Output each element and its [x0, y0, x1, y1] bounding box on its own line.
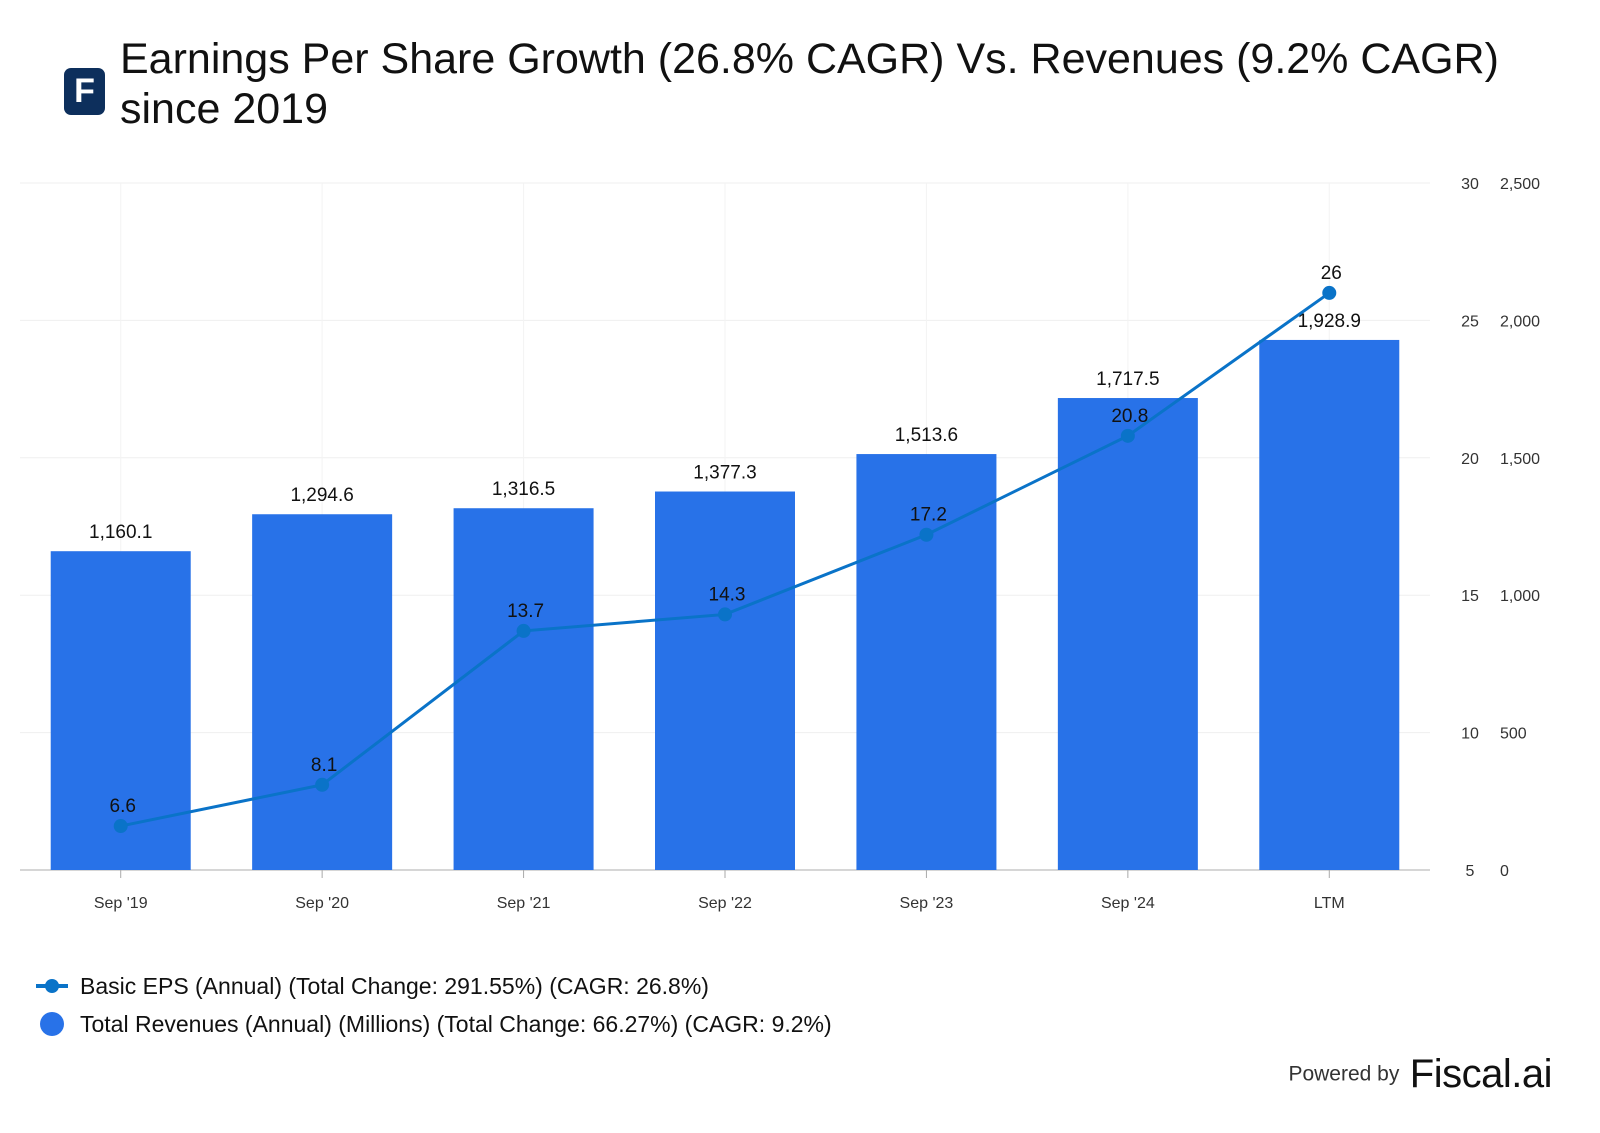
revenue-axis-tick-label: 1,500 [1500, 451, 1540, 468]
eps-point [516, 623, 531, 638]
revenue-bar-label: 1,717.5 [1096, 369, 1159, 390]
powered-by-label: Powered by [1288, 1062, 1400, 1086]
revenue-bar [856, 454, 997, 870]
revenue-axis-tick-label: 2,000 [1500, 313, 1540, 330]
eps-axis-tick-label: 10 [1461, 726, 1479, 743]
eps-axis-tick-label: 5 [1466, 863, 1475, 880]
x-axis-tick-label: Sep '23 [900, 895, 954, 912]
x-axis-tick-label: Sep '24 [1101, 895, 1155, 912]
revenue-bar-label: 1,513.6 [895, 425, 958, 446]
revenue-bar [453, 508, 594, 870]
eps-point-label: 8.1 [311, 755, 337, 776]
revenue-axis-tick-label: 0 [1500, 863, 1509, 880]
chart-area: 5 10 15 20 25 30 0 500 1,000 1,500 2,000 2,500 1,160… [20, 176, 1540, 912]
eps-axis-tick-label: 30 [1461, 176, 1479, 193]
revenue-axis-tick-label: 500 [1500, 726, 1527, 743]
revenue-bar [252, 514, 393, 870]
revenue-bar-label: 1,160.1 [89, 522, 152, 543]
x-axis-tick-label: Sep '20 [295, 895, 349, 912]
legend-eps-label: Basic EPS (Annual) (Total Change: 291.55… [80, 973, 709, 999]
revenue-bar-label: 1,377.3 [693, 463, 756, 484]
revenue-axis-tick-label: 2,500 [1500, 176, 1540, 193]
revenue-bar [1259, 339, 1400, 870]
x-axis-tick-label: Sep '19 [94, 895, 148, 912]
eps-axis-tick-label: 15 [1461, 588, 1479, 605]
eps-point [315, 777, 330, 792]
powered-by-footer[interactable]: Powered by Fiscal.ai [1288, 1052, 1552, 1097]
chart-title: Earnings Per Share Growth (26.8% CAGR) V… [120, 35, 1499, 133]
eps-point-label: 26 [1321, 263, 1342, 284]
revenue-bar-label: 1,294.6 [290, 485, 353, 506]
eps-point-label: 14.3 [709, 584, 746, 605]
eps-point-label: 17.2 [910, 505, 947, 526]
eps-point-label: 20.8 [1111, 406, 1148, 427]
fiscal-brand-logo: Fiscal.ai [1409, 1052, 1553, 1096]
revenue-bar-label: 1,316.5 [492, 479, 555, 500]
eps-point [718, 607, 732, 622]
eps-point [1120, 428, 1135, 443]
eps-point [1322, 285, 1337, 300]
eps-point-label: 13.7 [507, 601, 544, 622]
eps-point [919, 527, 934, 542]
revenue-bar [1057, 398, 1198, 870]
eps-axis-tick-label: 20 [1461, 451, 1479, 468]
eps-axis-tick-label: 25 [1461, 313, 1479, 330]
x-axis-tick-label: LTM [1314, 895, 1345, 912]
x-axis-tick-label: Sep '21 [497, 895, 551, 912]
eps-line-swatch-icon [36, 979, 68, 993]
revenue-bar-label: 1,928.9 [1298, 311, 1361, 332]
revenue-bar [655, 491, 795, 870]
eps-point-label: 6.6 [110, 796, 136, 817]
fiscal-logo-icon: F [64, 68, 105, 115]
revenue-axis-tick-label: 1,000 [1500, 588, 1540, 605]
legend-revenue-label: Total Revenues (Annual) (Millions) (Tota… [80, 1011, 832, 1037]
x-axis-tick-label: Sep '22 [698, 895, 752, 912]
revenue-dot-swatch-icon [40, 1012, 64, 1036]
eps-point [113, 819, 128, 834]
